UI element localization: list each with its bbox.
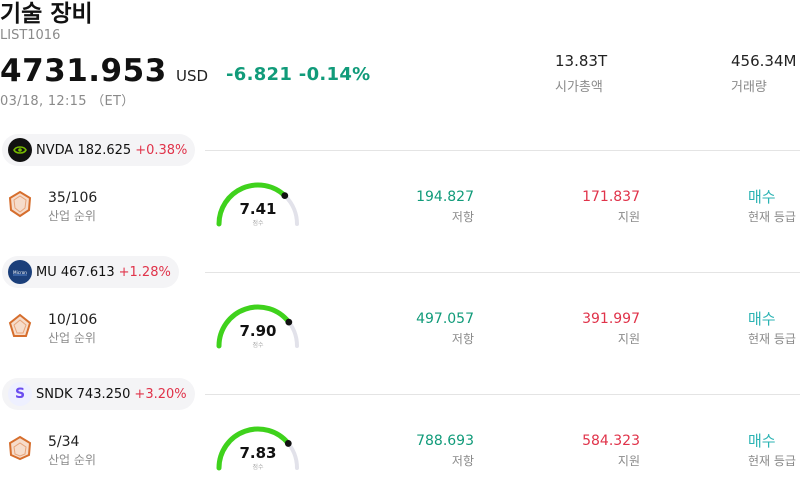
stock-price: 743.250 <box>76 386 131 402</box>
nvidia-logo-icon <box>8 138 32 162</box>
index-currency: USD <box>176 67 209 85</box>
stock-section-sndk: S SNDK 743.250 +3.20% 5/34 산업 순위 7.83 점수… <box>0 378 800 488</box>
support-label: 지원 <box>617 332 640 346</box>
timestamp: 03/18, 12:15 （ET） <box>0 94 135 109</box>
industry-rank-label: 산업 순위 <box>48 453 96 467</box>
market-cap-label: 시가총액 <box>555 80 603 95</box>
divider <box>205 272 800 273</box>
volume-label: 거래량 <box>731 80 767 95</box>
stock-ticker: SNDK <box>36 386 73 402</box>
stock-ticker: NVDA <box>36 142 74 158</box>
gauge-fill <box>216 426 291 471</box>
score-label: 점수 <box>252 342 264 349</box>
change-percent: -0.14% <box>298 64 371 85</box>
rating-value[interactable]: 매수 <box>748 310 776 328</box>
rating-label: 현재 등급 <box>748 332 796 346</box>
gauge-marker <box>285 318 293 326</box>
score-label: 점수 <box>252 220 264 227</box>
stock-price: 467.613 <box>60 264 115 280</box>
resistance-label: 저항 <box>451 332 474 346</box>
index-code: LIST1016 <box>0 28 61 43</box>
stock-change: +3.20% <box>134 386 187 402</box>
gauge-arc <box>216 304 299 349</box>
score-gauge: 7.83 점수 <box>212 422 304 474</box>
stock-chip[interactable]: NVDA 182.625 +0.38% <box>2 134 196 166</box>
pentagon-rank-icon <box>8 313 32 337</box>
svg-text:Micron: Micron <box>13 270 27 275</box>
hexagon-rank-icon <box>8 435 32 461</box>
micron-logo-icon: Micron <box>8 260 32 284</box>
volume-stat: 456.34M 거래량 <box>731 52 796 95</box>
sandisk-logo-icon: S <box>8 382 32 406</box>
gauge-arc <box>216 426 299 471</box>
divider <box>205 150 800 151</box>
stock-change: +1.28% <box>118 264 171 280</box>
page-title: 기술 장비 <box>0 1 93 27</box>
stock-section-mu: Micron MU 467.613 +1.28% 10/106 산업 순위 7.… <box>0 256 800 376</box>
volume-value: 456.34M <box>731 52 797 70</box>
stock-section-nvda: NVDA 182.625 +0.38% 35/106 산업 순위 7.41 점수… <box>0 134 800 254</box>
score-label: 점수 <box>252 464 264 471</box>
gauge-arc <box>216 182 299 227</box>
support-label: 지원 <box>617 454 640 468</box>
rating-value[interactable]: 매수 <box>748 188 776 206</box>
resistance-value: 194.827 <box>416 189 474 205</box>
gauge-marker <box>284 440 292 447</box>
support-value: 391.997 <box>582 311 640 327</box>
resistance-value: 497.057 <box>416 311 474 327</box>
resistance-label: 저항 <box>451 210 474 224</box>
support-label: 지원 <box>617 210 640 224</box>
rating-label: 현재 등급 <box>748 210 796 224</box>
divider <box>205 394 800 395</box>
change-value: -6.821 <box>226 64 293 85</box>
rating-value[interactable]: 매수 <box>748 432 776 450</box>
score-gauge: 7.41 점수 <box>212 178 304 230</box>
support-value: 584.323 <box>582 433 640 449</box>
hexagon-rank-icon <box>8 190 32 218</box>
gauge-fill <box>216 304 292 349</box>
support-value: 171.837 <box>582 189 640 205</box>
stock-price: 182.625 <box>77 142 132 158</box>
index-price: 4731.953 <box>0 53 167 89</box>
industry-rank-label: 산업 순위 <box>48 331 96 345</box>
score-value: 7.90 <box>239 322 277 340</box>
score-value: 7.41 <box>239 200 277 218</box>
market-cap-value: 13.83T <box>555 52 608 70</box>
score-value: 7.83 <box>239 444 277 462</box>
score-gauge: 7.90 점수 <box>212 300 304 352</box>
index-change: -6.821 -0.14% <box>226 64 371 85</box>
stock-chip[interactable]: Micron MU 467.613 +1.28% <box>2 256 179 288</box>
rating-label: 현재 등급 <box>748 454 796 468</box>
resistance-label: 저항 <box>451 454 474 468</box>
stock-change: +0.38% <box>135 142 188 158</box>
industry-rank-label: 산업 순위 <box>48 209 96 223</box>
resistance-value: 788.693 <box>416 433 474 449</box>
industry-rank: 10/106 <box>48 312 98 328</box>
gauge-marker <box>281 192 289 200</box>
market-cap-stat: 13.83T 시가총액 <box>555 52 607 95</box>
industry-rank: 35/106 <box>48 190 98 206</box>
stock-ticker: MU <box>36 264 57 280</box>
stock-chip[interactable]: S SNDK 743.250 +3.20% <box>2 378 195 410</box>
industry-rank: 5/34 <box>48 434 80 450</box>
gauge-fill <box>216 182 288 227</box>
